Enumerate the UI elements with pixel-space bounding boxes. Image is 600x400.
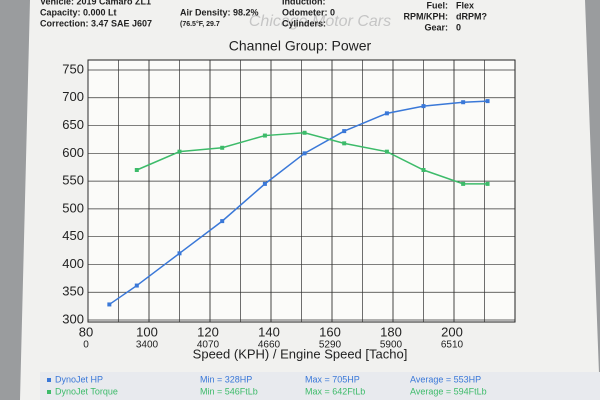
y-tick-label: 550 [62, 173, 84, 188]
header-text: Capacity: 0.000 Lt [40, 7, 117, 17]
header-value: 0 [456, 22, 461, 32]
y-tick-label: 450 [62, 228, 84, 243]
legend-label: DynoJet HP [55, 374, 103, 384]
legend-swatch [47, 390, 51, 394]
rpm-tick-label: 5900 [380, 340, 403, 351]
y-tick-label: 350 [62, 284, 84, 299]
x-axis-label: Speed (KPH) / Engine Speed [Tacho] [193, 346, 408, 361]
header-value: dRPM? [456, 11, 487, 21]
header-label: RPM/KPH: [404, 11, 449, 21]
stat-text: Min = 546FtLb [200, 386, 258, 396]
header-text: (76.5°F, 29.7 [180, 20, 220, 28]
legend-swatch [47, 378, 51, 382]
x-tick-label: 120 [197, 324, 219, 339]
x-tick-label: 100 [136, 324, 158, 339]
rpm-tick-label: 4660 [258, 340, 281, 351]
series-line [108, 100, 488, 306]
y-tick-label: 600 [62, 145, 84, 160]
rpm-tick-label: 0 [83, 340, 89, 351]
x-tick-label: 140 [258, 324, 280, 339]
x-tick-label: 200 [441, 324, 463, 339]
rpm-tick-label: 3400 [136, 340, 159, 351]
stat-text: Max = 642FtLb [305, 386, 365, 396]
header-text: Air Density: 98.2% [180, 7, 259, 17]
x-tick-label: 160 [319, 324, 341, 339]
y-tick-label: 750 [62, 61, 84, 76]
y-tick-label: 400 [62, 256, 84, 271]
stat-text: Min = 328HP [200, 374, 252, 384]
legend-label: DynoJet Torque [55, 386, 118, 396]
header-label: Fuel: [427, 0, 449, 10]
x-tick-label: 80 [79, 324, 93, 339]
stat-text: Average = 553HP [410, 374, 481, 384]
header-text: Induction: [282, 0, 326, 6]
rpm-tick-label: 5290 [319, 340, 342, 351]
legend-box [40, 372, 600, 400]
y-tick-label: 650 [62, 117, 84, 132]
header-label: Gear: [424, 22, 448, 32]
series-line [136, 132, 488, 185]
header-text: Correction: 3.47 SAE J607 [40, 18, 152, 28]
header-text: Cylinders: [282, 18, 326, 28]
y-tick-label: 300 [62, 311, 84, 326]
watermark: Chicago Motor Cars [249, 13, 391, 30]
rpm-tick-label: 4070 [197, 340, 220, 351]
rpm-tick-label: 6510 [441, 340, 464, 351]
y-tick-label: 700 [62, 89, 84, 104]
chart-title: Channel Group: Power [229, 38, 372, 54]
stat-text: Average = 594FtLb [410, 386, 487, 396]
header-text: Vehicle: 2019 Camaro ZL1 [40, 0, 151, 6]
header-value: Flex [456, 0, 474, 10]
y-tick-label: 500 [62, 200, 84, 215]
x-tick-label: 180 [380, 324, 402, 339]
header-text: Odometer: 0 [282, 7, 335, 17]
stat-text: Max = 705HP [305, 374, 360, 384]
